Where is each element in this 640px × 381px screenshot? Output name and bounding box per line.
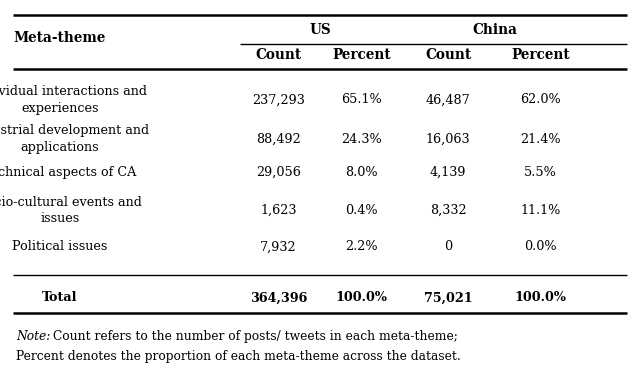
Text: Count refers to the number of posts/ tweets in each meta-theme;: Count refers to the number of posts/ twe… — [53, 330, 458, 343]
Text: 24.3%: 24.3% — [341, 133, 382, 146]
Text: 8.0%: 8.0% — [346, 166, 378, 179]
Text: 100.0%: 100.0% — [335, 291, 388, 304]
Text: 4,139: 4,139 — [429, 166, 467, 179]
Text: Note:: Note: — [16, 330, 51, 343]
Text: 8,332: 8,332 — [429, 204, 467, 217]
Text: 0.0%: 0.0% — [525, 240, 557, 253]
Text: 237,293: 237,293 — [252, 93, 305, 106]
Text: 21.4%: 21.4% — [520, 133, 561, 146]
Text: 364,396: 364,396 — [250, 291, 307, 304]
Text: Percent: Percent — [511, 48, 570, 62]
Text: Total: Total — [42, 291, 77, 304]
Text: 88,492: 88,492 — [256, 133, 301, 146]
Text: 29,056: 29,056 — [256, 166, 301, 179]
Text: 0: 0 — [444, 240, 452, 253]
Text: 11.1%: 11.1% — [520, 204, 561, 217]
Text: 16,063: 16,063 — [426, 133, 470, 146]
Text: US: US — [309, 24, 331, 37]
Text: Percent: Percent — [332, 48, 391, 62]
Text: 62.0%: 62.0% — [520, 93, 561, 106]
Text: 1,623: 1,623 — [260, 204, 297, 217]
Text: Political issues: Political issues — [12, 240, 108, 253]
Text: Percent denotes the proportion of each meta-theme across the dataset.: Percent denotes the proportion of each m… — [16, 350, 461, 363]
Text: Socio-cultural events and
issues: Socio-cultural events and issues — [0, 195, 142, 225]
Text: Count: Count — [425, 48, 471, 62]
Text: Meta-theme: Meta-theme — [13, 31, 106, 45]
Text: 65.1%: 65.1% — [341, 93, 382, 106]
Text: 46,487: 46,487 — [426, 93, 470, 106]
Text: China: China — [472, 24, 517, 37]
Text: 7,932: 7,932 — [260, 240, 297, 253]
Text: Industrial development and
applications: Industrial development and applications — [0, 124, 149, 154]
Text: 100.0%: 100.0% — [515, 291, 567, 304]
Text: 2.2%: 2.2% — [346, 240, 378, 253]
Text: Individual interactions and
experiences: Individual interactions and experiences — [0, 85, 147, 115]
Text: Technical aspects of CA: Technical aspects of CA — [0, 166, 136, 179]
Text: 5.5%: 5.5% — [524, 166, 557, 179]
Text: Count: Count — [255, 48, 301, 62]
Text: 75,021: 75,021 — [424, 291, 472, 304]
Text: 0.4%: 0.4% — [346, 204, 378, 217]
